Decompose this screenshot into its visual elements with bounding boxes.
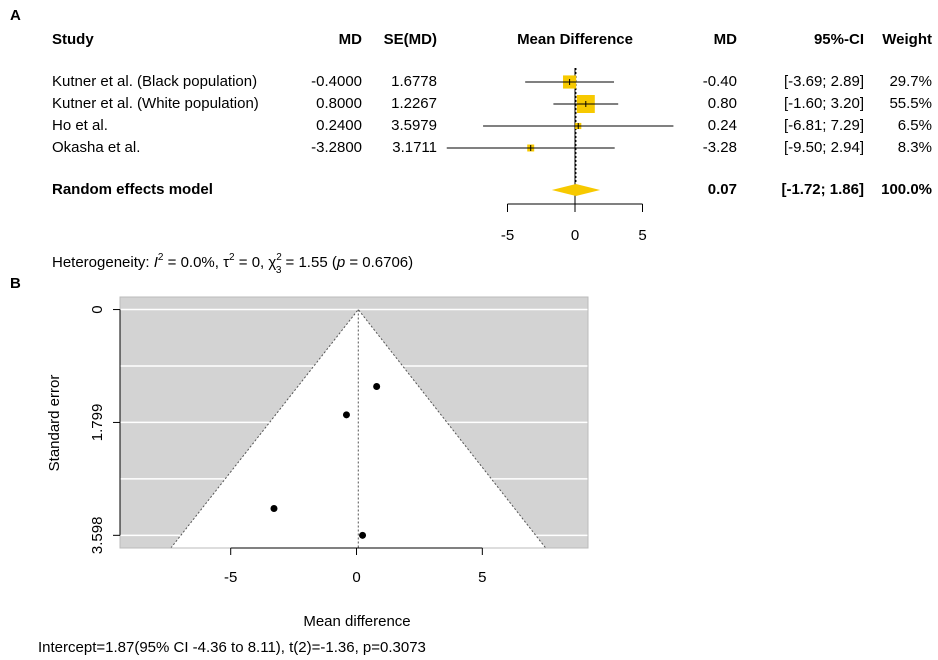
se-label: 3.5979 <box>391 117 437 134</box>
se-label: 3.1711 <box>392 139 437 156</box>
funnel-edge <box>170 308 547 549</box>
heterogeneity-part: = 0.0%, <box>163 254 223 271</box>
weight-label: 29.7% <box>889 73 932 90</box>
column-header: MD <box>339 31 362 48</box>
weight-label: 8.3% <box>898 139 932 156</box>
panel-label: A <box>10 7 21 24</box>
x-tick-label: 0 <box>352 569 360 586</box>
y-tick-label: 0 <box>89 305 106 313</box>
heterogeneity-part: Heterogeneity: <box>52 254 154 271</box>
study-name: Kutner et al. (White population) <box>52 95 259 112</box>
column-header: MD <box>714 31 737 48</box>
md-label-short: 0.24 <box>708 117 737 134</box>
study-point <box>270 505 278 513</box>
x-axis-label: Mean difference <box>303 613 410 630</box>
md-label: -0.4000 <box>311 73 362 90</box>
ci-label: [-6.81; 7.29] <box>784 117 864 134</box>
study-name: Kutner et al. (Black population) <box>52 73 257 90</box>
study-point <box>359 531 367 539</box>
study-point <box>342 411 350 419</box>
x-tick-label: 5 <box>638 227 646 244</box>
md-label-short: -0.40 <box>703 73 737 90</box>
heterogeneity: Heterogeneity: I2 = 0.0%, τ2 = 0, χ2 3 = … <box>52 252 413 276</box>
se-label: 1.2267 <box>391 95 437 112</box>
pooled-weight: 100.0% <box>881 181 932 198</box>
md-label-short: -3.28 <box>703 139 737 156</box>
md-label: 0.2400 <box>316 117 362 134</box>
x-tick-label: -5 <box>501 227 514 244</box>
heterogeneity-part: χ <box>268 254 276 271</box>
heterogeneity-part: 2 <box>158 252 164 263</box>
y-axis-label: Standard error <box>46 375 63 472</box>
x-tick-label: 5 <box>478 569 486 586</box>
weight-label: 55.5% <box>889 95 932 112</box>
panel-label: B <box>10 275 21 292</box>
se-label: 1.6778 <box>391 73 437 90</box>
note: Intercept=1.87(95% CI -4.36 to 8.11), t(… <box>38 639 426 656</box>
heterogeneity-part: 3 <box>276 265 282 276</box>
heterogeneity-part: = 1.55 ( <box>281 254 336 271</box>
heterogeneity-part: = 0.6706) <box>345 254 413 271</box>
heterogeneity-part: 2 <box>229 252 235 263</box>
y-tick-label: 3.598 <box>89 517 106 555</box>
heterogeneity-part: I <box>154 254 158 271</box>
heterogeneity-part: = 0, <box>235 254 269 271</box>
column-header: 95%-CI <box>814 31 864 48</box>
md-label: -3.2800 <box>311 139 362 156</box>
ci-label: [-9.50; 2.94] <box>784 139 864 156</box>
x-tick-label: -5 <box>224 569 237 586</box>
x-tick-label: 0 <box>571 227 579 244</box>
column-header: Mean Difference <box>517 31 633 48</box>
md-label-short: 0.80 <box>708 95 737 112</box>
study-name: Ho et al. <box>52 117 108 134</box>
heterogeneity-part: p <box>336 254 345 271</box>
weight-label: 6.5% <box>898 117 932 134</box>
study-name: Okasha et al. <box>52 139 140 156</box>
column-header: SE(MD) <box>384 31 437 48</box>
ci-label: [-3.69; 2.89] <box>784 73 864 90</box>
pooled-md: 0.07 <box>708 181 737 198</box>
md-label: 0.8000 <box>316 95 362 112</box>
funnel <box>170 309 546 548</box>
pooled-ci: [-1.72; 1.86] <box>781 181 864 198</box>
heterogeneity-part: τ <box>223 254 229 271</box>
heterogeneity-part: 2 <box>276 252 282 263</box>
ci-label: [-1.60; 3.20] <box>784 95 864 112</box>
column-header: Study <box>52 31 94 48</box>
column-header: Weight <box>882 31 932 48</box>
study-point <box>373 383 381 391</box>
pooled-diamond <box>551 184 601 196</box>
pooled-name: Random effects model <box>52 181 213 198</box>
y-tick-label: 1.799 <box>89 404 106 442</box>
